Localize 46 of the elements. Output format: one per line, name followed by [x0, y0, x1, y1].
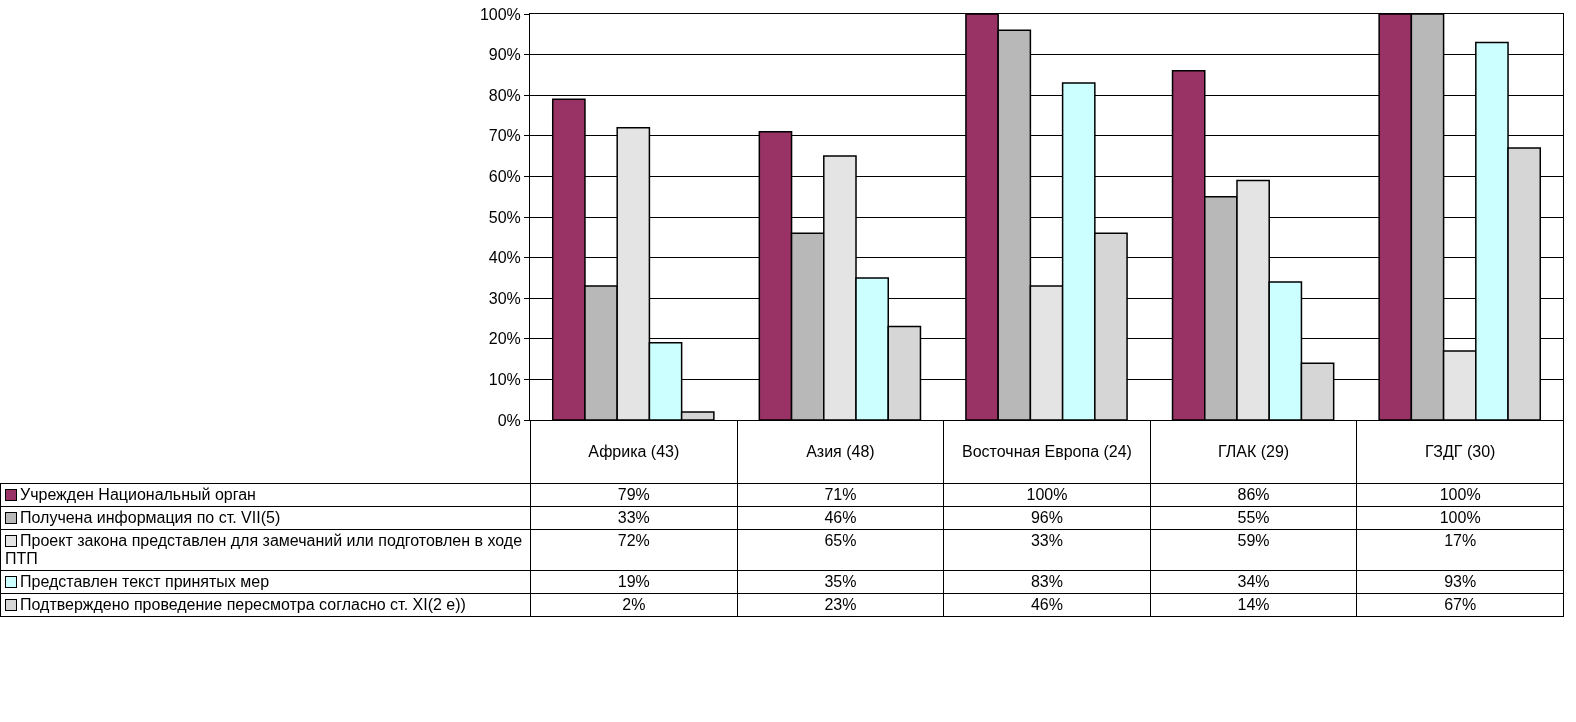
legend-label: Проект закона представлен для замечаний или подготовлен в ходе ПТП	[5, 532, 523, 567]
data-label: 100%	[943, 483, 1151, 507]
x-tick-label: Африка (43)	[530, 420, 738, 484]
data-label: 65%	[737, 529, 944, 571]
y-tick-label: 70%	[488, 127, 521, 145]
y-tick-label: 0%	[497, 411, 521, 429]
data-label: 93%	[1356, 570, 1564, 594]
data-label: 14%	[1150, 593, 1357, 617]
x-tick-label: Азия (48)	[737, 420, 944, 484]
y-tick-label: 30%	[488, 289, 521, 307]
data-label: 79%	[530, 483, 738, 507]
data-label: 72%	[530, 529, 738, 571]
y-tick-label: 90%	[488, 46, 521, 64]
data-label: 71%	[737, 483, 944, 507]
legend-label: Учрежден Национальный орган	[20, 486, 256, 503]
y-tick-label: 20%	[488, 330, 521, 348]
y-tick-label: 100%	[479, 5, 521, 23]
x-tick-label: ГЛАК (29)	[1150, 420, 1357, 484]
data-label: 100%	[1356, 506, 1564, 530]
data-label: 86%	[1150, 483, 1357, 507]
data-label: 83%	[943, 570, 1151, 594]
data-label: 59%	[1150, 529, 1357, 571]
data-label: 2%	[530, 593, 738, 617]
data-label: 55%	[1150, 506, 1357, 530]
y-tick-label: 80%	[488, 86, 521, 104]
data-label: 35%	[737, 570, 944, 594]
y-tick-label: 40%	[488, 249, 521, 267]
data-label: 67%	[1356, 593, 1564, 617]
data-label: 17%	[1356, 529, 1564, 571]
legend-label: Подтверждено проведение пересмотра согласно ст. XI(2 e))	[20, 596, 466, 613]
data-label: 19%	[530, 570, 738, 594]
y-tick-label: 10%	[488, 371, 521, 388]
data-label: 96%	[943, 506, 1151, 530]
data-label: 34%	[1150, 570, 1357, 594]
data-label: 33%	[943, 529, 1151, 571]
x-tick-label: Восточная Европа (24)	[943, 420, 1151, 484]
x-tick-label: ГЗДГ (30)	[1356, 420, 1564, 484]
legend-label: Получена информация по ст. VII(5)	[20, 509, 281, 526]
legend-label: Представлен текст принятых мер	[20, 573, 270, 590]
data-label: 23%	[737, 593, 944, 617]
data-label: 33%	[530, 506, 738, 530]
y-tick-label: 60%	[488, 168, 521, 185]
data-label: 100%	[1356, 483, 1564, 507]
data-label: 46%	[943, 593, 1151, 617]
y-tick-label: 50%	[488, 208, 521, 226]
data-label: 46%	[737, 506, 944, 530]
